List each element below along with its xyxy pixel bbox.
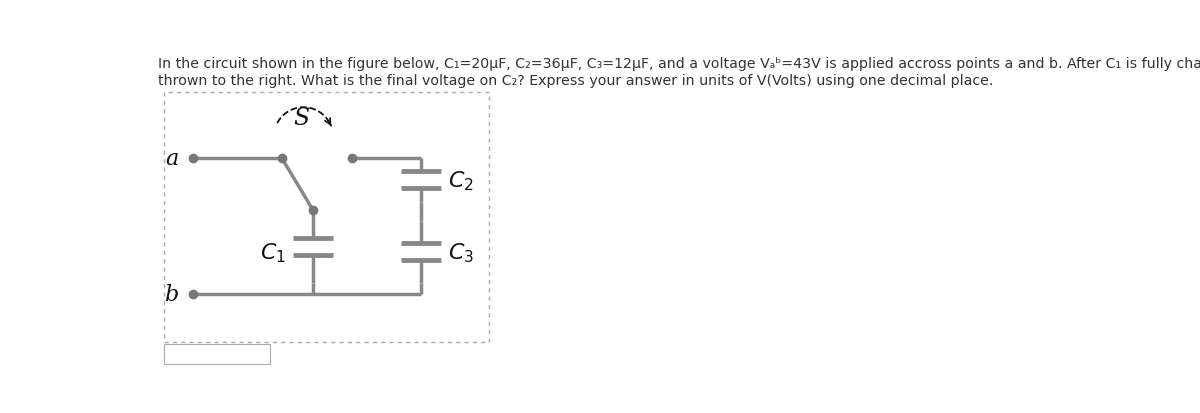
Text: In the circuit shown in the figure below, C₁=20µF, C₂=36µF, C₃=12µF, and a volta: In the circuit shown in the figure below… [157,57,1200,71]
Text: $C_1$: $C_1$ [259,241,286,264]
Text: $C_3$: $C_3$ [449,241,474,264]
Text: thrown to the right. What is the final voltage on C₂? Express your answer in uni: thrown to the right. What is the final v… [157,74,994,88]
Text: b: b [164,284,179,306]
Text: S: S [293,107,310,130]
Text: a: a [166,148,179,170]
Text: $C_2$: $C_2$ [449,169,474,192]
